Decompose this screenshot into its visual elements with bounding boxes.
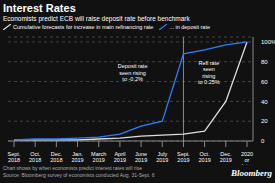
- svg-text:40: 40: [261, 99, 267, 105]
- svg-text:Sept.2019: Sept.2019: [177, 151, 190, 163]
- svg-text:Dec.2019: Dec.2019: [220, 151, 232, 163]
- html-text:Cumulative forecasts for incre: Cumulative forecasts for increase in mai…: [13, 24, 154, 30]
- svg-text:June2019: June2019: [135, 151, 147, 163]
- svg-text:20: 20: [261, 118, 267, 124]
- html-text:Source: Bloomberg survey of ec: Source: Bloomberg survey of economists c…: [3, 171, 155, 178]
- html-text:... in deposit rate: ... in deposit rate: [169, 24, 210, 30]
- svg-text:80: 80: [261, 59, 267, 65]
- svg-text:Oct.2019: Oct.2019: [199, 151, 211, 163]
- svg-text:April2019: April2019: [114, 151, 126, 163]
- html-text:Bloomberg: Bloomberg: [231, 168, 272, 178]
- html-text:Deposit rate seen rising to -0: Deposit rate seen rising to -0.2%: [117, 63, 148, 82]
- svg-text:60: 60: [261, 79, 267, 85]
- svg-text:0: 0: [261, 138, 265, 144]
- svg-text:Oct.2018: Oct.2018: [29, 151, 41, 163]
- html-text:Chart shows by when economists: Chart shows by when economists predict i…: [3, 165, 142, 171]
- svg-text:Sept.2018: Sept.2018: [8, 151, 21, 163]
- svg-text:100%: 100%: [261, 39, 267, 45]
- svg-text:Dec.2018: Dec.2018: [50, 151, 62, 163]
- html-text:Economists predict ECB will ra: Economists predict ECB will raise deposi…: [3, 15, 190, 22]
- html-text:Refi rate seen rising to 0.25%: Refi rate seen rising to 0.25%: [198, 59, 220, 86]
- svg-text:2020orlater: 2020orlater: [241, 151, 253, 165]
- html-text:Interest Rates: Interest Rates: [3, 2, 76, 14]
- svg-text:July2019: July2019: [156, 151, 168, 163]
- svg-text:Jan.2019: Jan.2019: [71, 151, 83, 163]
- svg-text:March2019: March2019: [91, 151, 106, 163]
